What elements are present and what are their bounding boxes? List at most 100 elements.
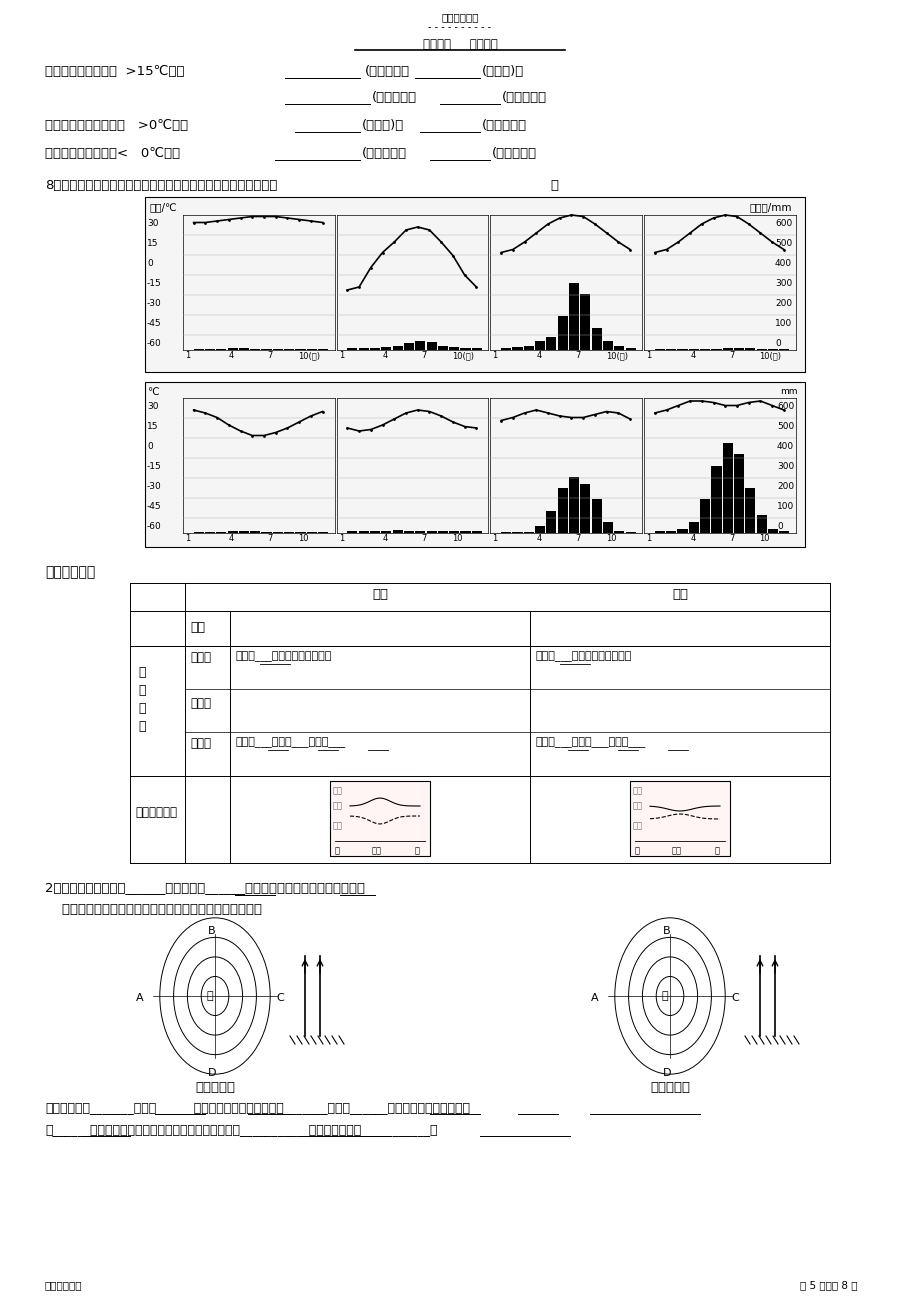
Bar xyxy=(501,348,511,351)
Text: (夏雨型）；: (夏雨型）； xyxy=(502,91,547,104)
Text: 15: 15 xyxy=(147,422,158,431)
Text: 天: 天 xyxy=(138,666,145,679)
Bar xyxy=(688,521,698,533)
Bar xyxy=(535,526,545,533)
Text: 4: 4 xyxy=(536,351,541,360)
Text: 1: 1 xyxy=(185,534,190,543)
Bar xyxy=(380,347,391,351)
Bar xyxy=(369,530,380,533)
Text: 请用图示意低压（气旋）系统的特点及其对天气的影响。: 请用图示意低压（气旋）系统的特点及其对天气的影响。 xyxy=(45,903,262,916)
Text: 气: 气 xyxy=(138,684,145,697)
Text: -60: -60 xyxy=(147,339,162,348)
Bar xyxy=(614,530,624,533)
Text: -45: -45 xyxy=(147,502,162,511)
Bar xyxy=(380,530,391,533)
Bar xyxy=(665,530,675,533)
Bar xyxy=(227,348,237,351)
Text: 学习必备     欢迎下载: 学习必备 欢迎下载 xyxy=(422,38,497,51)
Bar xyxy=(145,382,804,547)
Bar xyxy=(392,345,403,351)
Text: 亚热带气候（最低温度   >0℃）：: 亚热带气候（最低温度 >0℃）： xyxy=(45,119,187,132)
Text: 温带气候（最低温度<   0℃）：: 温带气候（最低温度< 0℃）： xyxy=(45,147,180,160)
Bar xyxy=(403,343,414,351)
Text: (冬雨型)、: (冬雨型)、 xyxy=(361,119,403,132)
Text: 7: 7 xyxy=(574,534,580,543)
Bar xyxy=(699,499,709,533)
Text: (分干湿)、: (分干湿)、 xyxy=(482,65,524,78)
Text: 4: 4 xyxy=(229,534,234,543)
Text: 流______（上升或下沉），气旋控制下的地区一般出现___________天气。代表天气___________。: 流______（上升或下沉），气旋控制下的地区一般出现___________天气… xyxy=(45,1123,437,1136)
Text: 4: 4 xyxy=(382,351,388,360)
Text: 600: 600 xyxy=(777,403,793,410)
Bar xyxy=(448,530,459,533)
Text: D: D xyxy=(662,1068,671,1078)
Bar xyxy=(755,515,766,533)
Text: 第 5 页，共 8 页: 第 5 页，共 8 页 xyxy=(800,1280,857,1290)
Bar xyxy=(512,347,522,351)
Bar xyxy=(557,317,567,351)
Bar xyxy=(358,348,369,351)
Bar xyxy=(676,529,686,533)
Text: 气压: 气压 xyxy=(333,786,343,795)
Text: - - - - - - - - - -: - - - - - - - - - - xyxy=(428,22,491,33)
Text: 过境后: 过境后 xyxy=(190,737,210,751)
Text: 1: 1 xyxy=(492,534,497,543)
Text: 30: 30 xyxy=(147,219,158,228)
Text: 气温: 气温 xyxy=(333,801,343,810)
Text: 0: 0 xyxy=(777,523,782,532)
Text: 200: 200 xyxy=(777,482,793,491)
Bar xyxy=(557,489,567,533)
Bar xyxy=(654,530,664,533)
Text: 7: 7 xyxy=(728,534,733,543)
Text: 受单一___气团控制，低温晴朗: 受单一___气团控制，低温晴朗 xyxy=(535,652,630,662)
Text: 后: 后 xyxy=(414,846,420,855)
Text: 500: 500 xyxy=(774,238,791,248)
Bar xyxy=(580,483,590,533)
Bar xyxy=(392,530,403,533)
Bar xyxy=(568,477,578,533)
Bar xyxy=(403,530,414,533)
Bar xyxy=(744,489,754,533)
Text: 前: 前 xyxy=(634,846,640,855)
Text: ℃: ℃ xyxy=(147,387,158,397)
Text: -15: -15 xyxy=(147,279,162,288)
Text: 冷锋: 冷锋 xyxy=(371,588,388,601)
Bar xyxy=(426,532,437,533)
Bar xyxy=(546,511,556,533)
Text: 1: 1 xyxy=(185,351,190,360)
Text: 特: 特 xyxy=(138,702,145,715)
Bar xyxy=(722,443,732,533)
Text: 10: 10 xyxy=(298,534,309,543)
Text: 0: 0 xyxy=(774,339,780,348)
Text: C: C xyxy=(731,993,738,1003)
Text: B: B xyxy=(663,926,670,936)
Text: 气压气温变化: 气压气温变化 xyxy=(135,807,176,820)
Bar xyxy=(546,336,556,351)
Bar xyxy=(523,345,533,351)
Bar xyxy=(722,348,732,351)
Text: 300: 300 xyxy=(774,279,791,288)
Bar xyxy=(733,348,743,351)
Text: (少雨型）；: (少雨型）； xyxy=(492,147,537,160)
Bar xyxy=(733,455,743,533)
Text: 7: 7 xyxy=(421,351,426,360)
Bar xyxy=(580,293,590,351)
Bar xyxy=(145,197,804,371)
Bar xyxy=(710,465,720,533)
Text: 400: 400 xyxy=(777,442,793,451)
Text: 1: 1 xyxy=(645,534,651,543)
Text: 五、天气系统: 五、天气系统 xyxy=(45,566,96,579)
Bar xyxy=(460,348,471,351)
Text: 10: 10 xyxy=(605,534,616,543)
Text: A: A xyxy=(136,993,143,1003)
Bar xyxy=(614,345,624,351)
Text: 精选学习资料: 精选学习资料 xyxy=(441,12,478,22)
Bar xyxy=(227,532,237,533)
Text: -60: -60 xyxy=(147,523,162,532)
Text: 7: 7 xyxy=(267,351,273,360)
Text: 时间: 时间 xyxy=(671,846,681,855)
Bar xyxy=(630,780,729,856)
Text: 北半球气旋为_______时针辐______（合或散），南半球气旋为_______时针辐______（合或散）。气旋中心气: 北半球气旋为_______时针辐______（合或散），南半球气旋为______… xyxy=(45,1101,470,1114)
Text: mm: mm xyxy=(779,387,797,396)
Text: 气温: 气温 xyxy=(632,801,642,810)
